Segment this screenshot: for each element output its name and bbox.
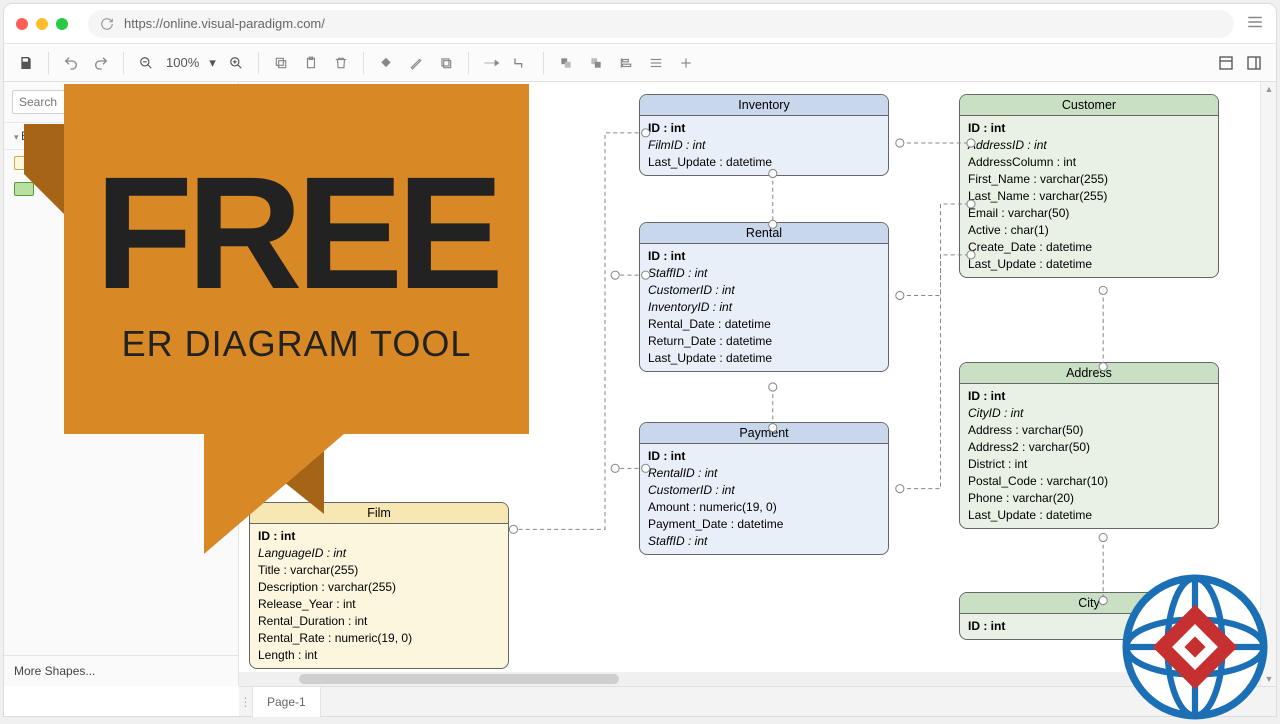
entity-attribute: Last_Update : datetime <box>968 256 1210 273</box>
format-panel-icon[interactable] <box>1212 49 1240 77</box>
entity-attribute: FilmID : int <box>648 137 880 154</box>
browser-window: https://online.visual-paradigm.com/ 100%… <box>4 4 1276 716</box>
minimize-icon[interactable] <box>36 18 48 30</box>
sidebar-search <box>4 82 238 123</box>
entity-attribute: Address : varchar(50) <box>968 422 1210 439</box>
zoom-level[interactable]: 100% <box>162 55 203 70</box>
entity-rental[interactable]: Rental ID : intStaffID : intCustomerID : … <box>639 222 889 372</box>
add-icon[interactable] <box>672 49 700 77</box>
sidebar-section-label: Entity Relationship <box>21 129 120 143</box>
entity-attribute: Last_Update : datetime <box>648 154 880 171</box>
menu-icon[interactable] <box>1246 13 1264 34</box>
zoom-dropdown-icon[interactable]: ▾ <box>205 55 220 71</box>
entity-attribute: Active : char(1) <box>968 222 1210 239</box>
entity-attribute: Rental_Date : datetime <box>648 316 880 333</box>
window-controls <box>16 18 68 30</box>
entity-attribute: Phone : varchar(20) <box>968 490 1210 507</box>
zoom-out-icon[interactable] <box>132 49 160 77</box>
outline-panel-icon[interactable] <box>1240 49 1268 77</box>
entity-attribute: Length : int <box>258 647 500 664</box>
horizontal-scrollbar[interactable] <box>239 672 1260 686</box>
distribute-icon[interactable] <box>642 49 670 77</box>
connector-straight-icon[interactable] <box>477 49 505 77</box>
connector-ortho-icon[interactable] <box>507 49 535 77</box>
entity-attribute: District : int <box>968 456 1210 473</box>
entity-title: Film <box>250 503 508 524</box>
entity-title: Payment <box>640 423 888 444</box>
entity-attribute: ID : int <box>968 388 1210 405</box>
entity-title: Rental <box>640 223 888 244</box>
sidebar-shape-yellow[interactable] <box>4 150 238 176</box>
workspace: Entity Relationship More Shapes... FilmI… <box>4 82 1276 686</box>
entity-attribute: StaffID : int <box>648 533 880 550</box>
copy-icon[interactable] <box>267 49 295 77</box>
maximize-icon[interactable] <box>56 18 68 30</box>
entity-attribute: RentalID : int <box>648 465 880 482</box>
entity-attribute: Payment_Date : datetime <box>648 516 880 533</box>
app-toolbar: 100% ▾ <box>4 44 1276 82</box>
entity-attribute: ID : int <box>648 120 880 137</box>
reload-icon <box>100 17 114 31</box>
redo-icon[interactable] <box>87 49 115 77</box>
shadow-icon[interactable] <box>432 49 460 77</box>
entity-title: Address <box>960 363 1218 384</box>
send-back-icon[interactable] <box>582 49 610 77</box>
entity-attribute: Last_Update : datetime <box>968 507 1210 524</box>
search-input[interactable] <box>12 90 230 114</box>
shapes-sidebar: Entity Relationship More Shapes... <box>4 82 239 686</box>
entity-attribute: First_Name : varchar(255) <box>968 171 1210 188</box>
page-tab-1[interactable]: Page-1 <box>253 687 321 717</box>
entity-attribute: CustomerID : int <box>648 282 880 299</box>
entity-attribute: Release_Year : int <box>258 596 500 613</box>
entity-attribute: ID : int <box>258 528 500 545</box>
visual-paradigm-logo-icon <box>1120 572 1270 722</box>
entity-attribute: Postal_Code : varchar(10) <box>968 473 1210 490</box>
entity-attribute: AddressColumn : int <box>968 154 1210 171</box>
entity-attribute: Email : varchar(50) <box>968 205 1210 222</box>
entity-attribute: CustomerID : int <box>648 482 880 499</box>
sidebar-section-er[interactable]: Entity Relationship <box>4 123 238 150</box>
more-shapes-button[interactable]: More Shapes... <box>4 655 238 686</box>
paste-icon[interactable] <box>297 49 325 77</box>
entity-attribute: ID : int <box>648 448 880 465</box>
tab-handle-icon[interactable]: ⋮ <box>239 687 253 717</box>
entity-attribute: Title : varchar(255) <box>258 562 500 579</box>
entity-attribute: CityID : int <box>968 405 1210 422</box>
stroke-color-icon[interactable] <box>402 49 430 77</box>
url-text: https://online.visual-paradigm.com/ <box>124 16 325 31</box>
bring-front-icon[interactable] <box>552 49 580 77</box>
sidebar-shape-green[interactable] <box>4 176 238 202</box>
entity-attribute: LanguageID : int <box>258 545 500 562</box>
delete-icon[interactable] <box>327 49 355 77</box>
zoom-in-icon[interactable] <box>222 49 250 77</box>
undo-icon[interactable] <box>57 49 85 77</box>
entity-customer[interactable]: Customer ID : intAddressID : intAddressCo… <box>959 94 1219 278</box>
entity-attribute: Description : varchar(255) <box>258 579 500 596</box>
entity-attribute: AddressID : int <box>968 137 1210 154</box>
fill-color-icon[interactable] <box>372 49 400 77</box>
entity-attribute: Amount : numeric(19, 0) <box>648 499 880 516</box>
entity-attribute: Rental_Rate : numeric(19, 0) <box>258 630 500 647</box>
save-icon[interactable] <box>12 49 40 77</box>
entity-address[interactable]: Address ID : intCityID : intAddress : var… <box>959 362 1219 529</box>
entity-title: Customer <box>960 95 1218 116</box>
entity-attribute: Rental_Duration : int <box>258 613 500 630</box>
browser-chrome: https://online.visual-paradigm.com/ <box>4 4 1276 44</box>
entity-attribute: Last_Update : datetime <box>648 350 880 367</box>
entity-title: Inventory <box>640 95 888 116</box>
entity-inventory[interactable]: Inventory ID : intFilmID : intLast_Update… <box>639 94 889 176</box>
close-icon[interactable] <box>16 18 28 30</box>
address-bar[interactable]: https://online.visual-paradigm.com/ <box>88 10 1234 38</box>
entity-attribute: Last_Name : varchar(255) <box>968 188 1210 205</box>
entity-film[interactable]: Film ID : intLanguageID : intTitle : varc… <box>249 502 509 669</box>
entity-attribute: ID : int <box>968 120 1210 137</box>
entity-attribute: Address2 : varchar(50) <box>968 439 1210 456</box>
entity-attribute: StaffID : int <box>648 265 880 282</box>
entity-attribute: Return_Date : datetime <box>648 333 880 350</box>
entity-attribute: Create_Date : datetime <box>968 239 1210 256</box>
entity-attribute: InventoryID : int <box>648 299 880 316</box>
align-icon[interactable] <box>612 49 640 77</box>
entity-payment[interactable]: Payment ID : intRentalID : intCustomerID … <box>639 422 889 555</box>
entity-attribute: ID : int <box>648 248 880 265</box>
